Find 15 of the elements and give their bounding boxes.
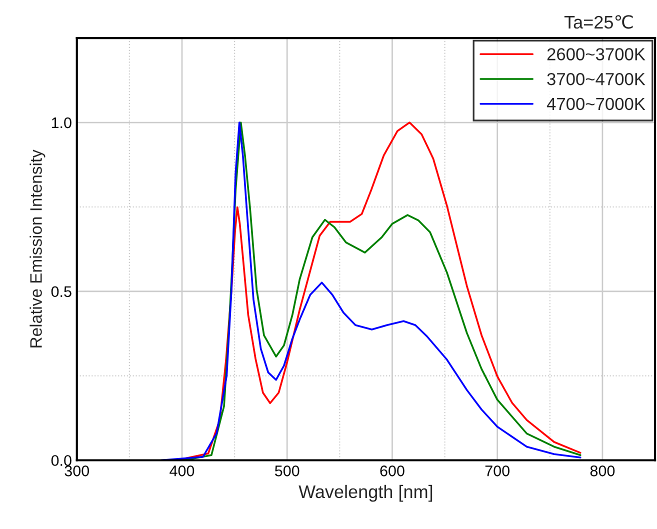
y-tick-label: 1.0: [52, 117, 72, 128]
x-tick-label: 700: [485, 465, 510, 476]
legend-label: 2600~3700K: [547, 48, 646, 60]
y-axis-title: Relative Emission Intensity: [30, 150, 46, 348]
text: Ta=25℃: [564, 15, 633, 29]
x-axis-title: Wavelength [nm]: [298, 484, 432, 502]
x-tick-label: 400: [170, 465, 194, 476]
x-tick-label: 600: [380, 465, 404, 476]
x-tick-label: 500: [274, 465, 300, 476]
legend-label: 4700~7000K: [546, 98, 646, 110]
y-tick-label: 0.5: [51, 286, 72, 298]
legend-label: 3700~4700K: [547, 72, 646, 86]
y-tick-label: 0.0: [51, 455, 72, 466]
x-tick-label: 800: [590, 465, 615, 476]
x-tick-label: 300: [64, 465, 90, 476]
